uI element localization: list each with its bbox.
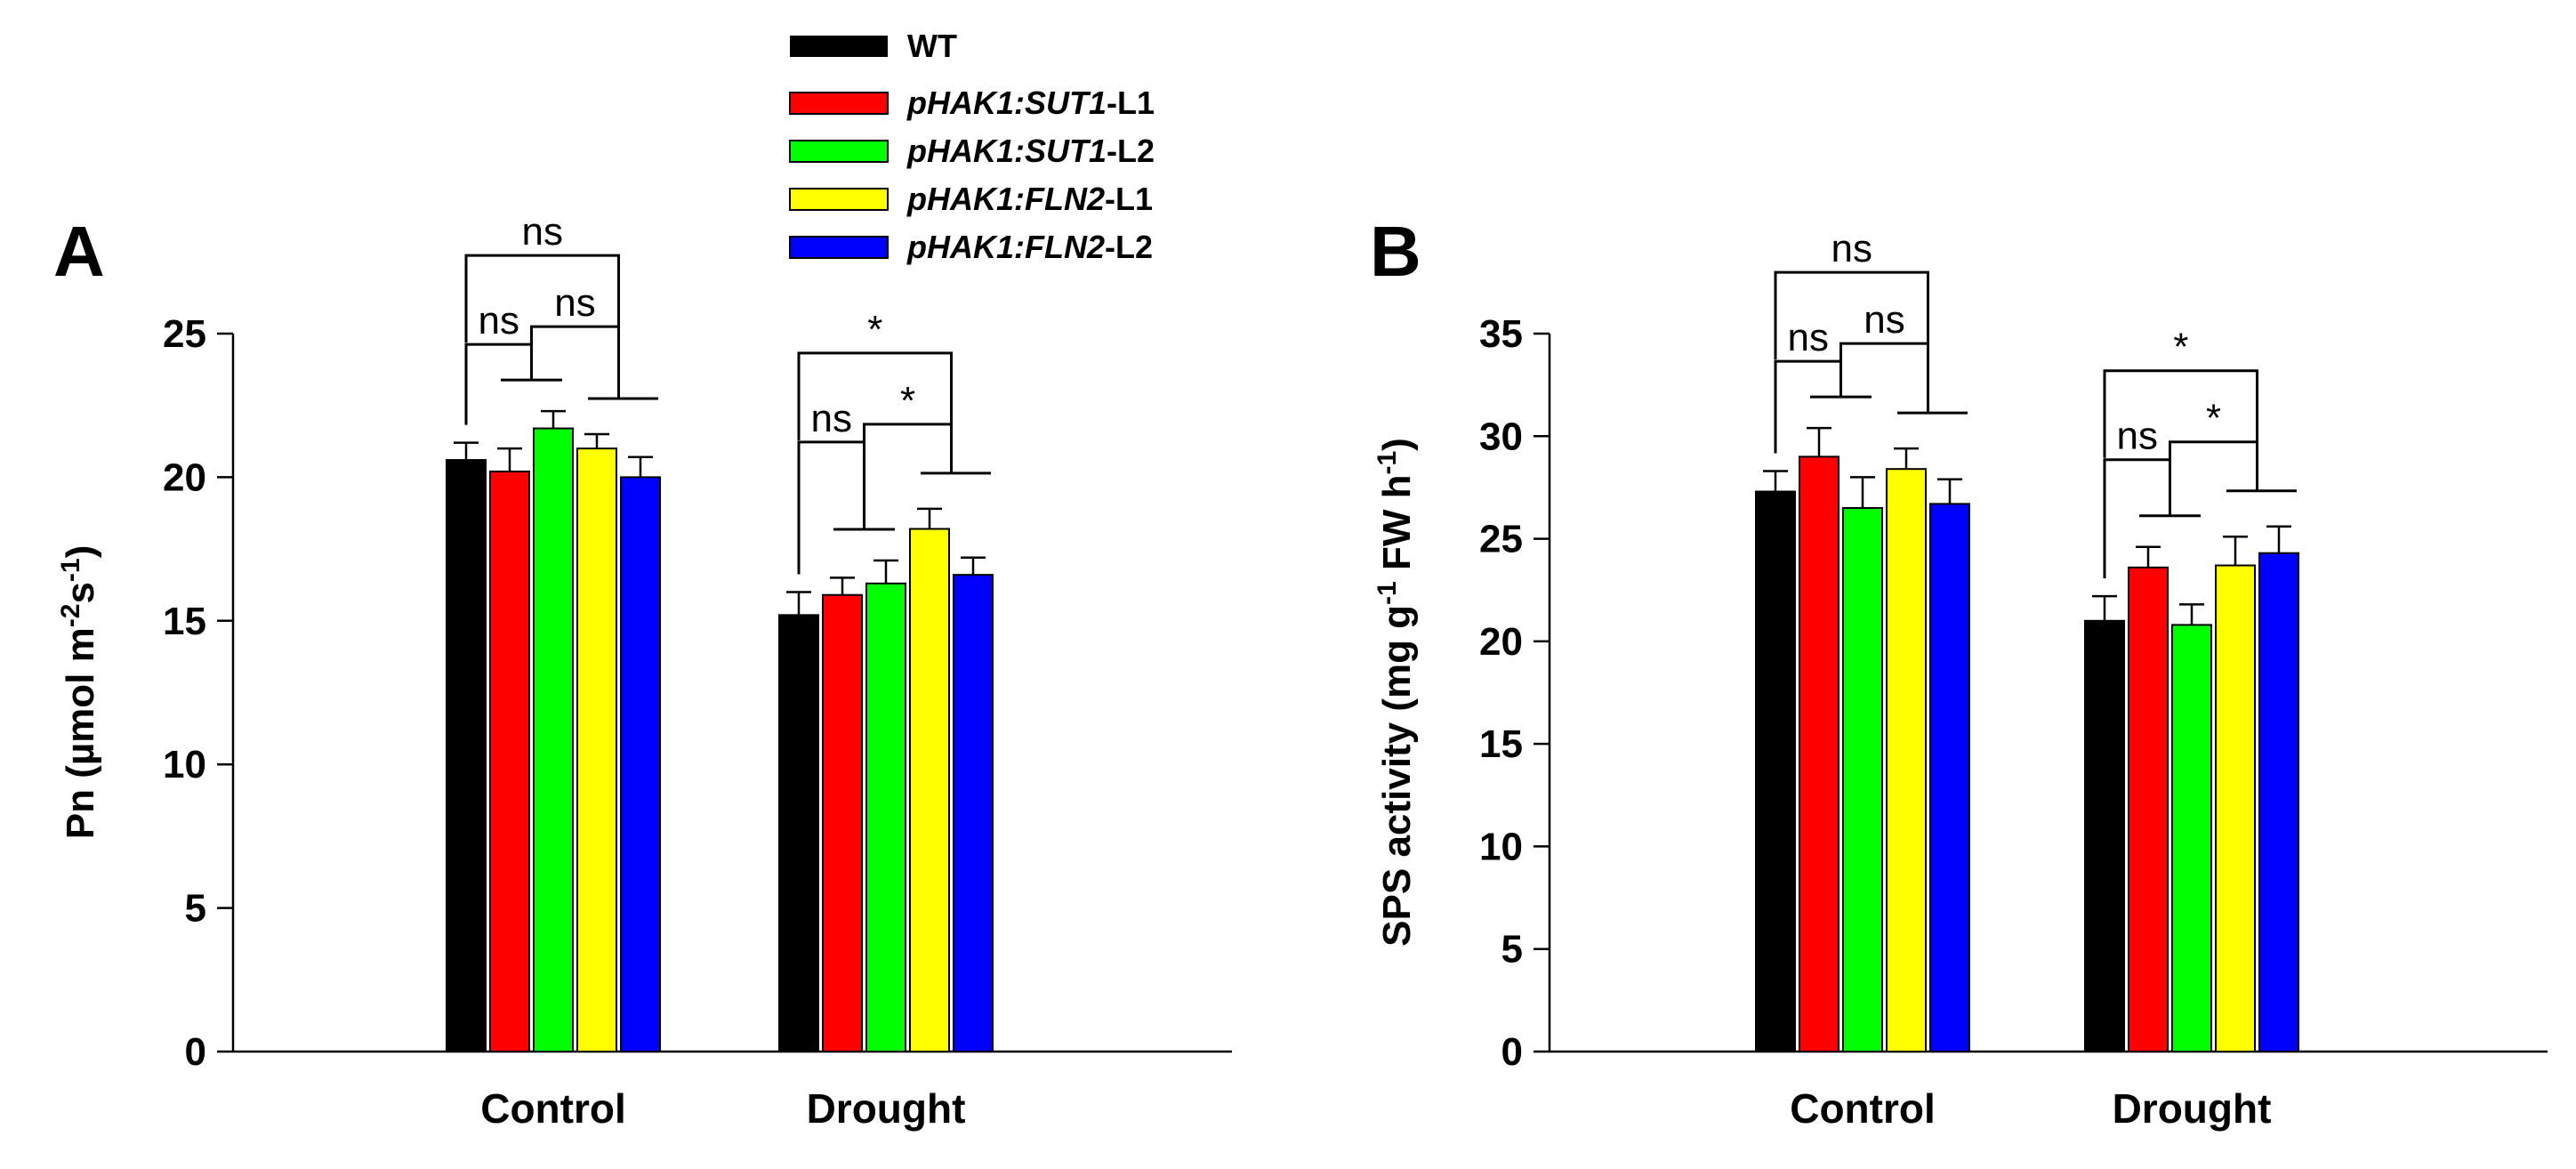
- y-tick-label: 15: [163, 600, 206, 643]
- bar-control-sut1-l2: [1842, 506, 1883, 1052]
- bar-control-wt: [446, 459, 487, 1052]
- y-axis-label: SPS activity (mg g-1 FW h-1): [1373, 438, 1420, 947]
- chart-a: 0 5 10 15 20 25 Pn (µmol m-2s-1) Control Drought…: [56, 210, 1232, 1132]
- legend-item-sut1-l1: pHAK1:SUT1-L1: [789, 85, 1155, 121]
- panel-b-letter: B: [1370, 212, 1421, 291]
- significance-label-right: ns: [554, 281, 595, 325]
- significance-bracket-right: [2169, 440, 2258, 491]
- panel-a-letter: A: [53, 212, 105, 291]
- significance-label-left: ns: [2117, 415, 2158, 458]
- bar-drought-fln2-l2: [2258, 552, 2299, 1052]
- legend-item-fln2-l2: pHAK1:FLN2-L2: [789, 229, 1153, 265]
- legend-label-sut1-l2: pHAK1:SUT1-L2: [906, 133, 1155, 169]
- y-tick-label: 35: [1479, 312, 1523, 356]
- legend-label-wt: WT: [907, 28, 957, 64]
- significance-label-left: ns: [1788, 316, 1829, 359]
- significance-label-top: *: [867, 308, 882, 351]
- bar-drought-wt: [2084, 619, 2125, 1052]
- legend: WT pHAK1:SUT1-L1 pHAK1:SUT1-L2 pHAK1:FLN…: [789, 28, 1155, 265]
- legend-swatch-sut1-l1: [789, 92, 889, 115]
- y-tick-label: 0: [1501, 1030, 1523, 1074]
- bar-drought-fln2-l1: [2215, 564, 2256, 1052]
- significance-label-right: ns: [1864, 298, 1904, 342]
- y-tick-label: 20: [163, 456, 206, 499]
- significance-bracket-left: [464, 343, 533, 425]
- bar-drought-sut1-l1: [822, 593, 863, 1052]
- bar-drought-sut1-l2: [2171, 624, 2212, 1052]
- y-tick-label: 10: [163, 743, 206, 786]
- y-tick-label: 5: [185, 887, 206, 931]
- y-tick-label: 5: [1501, 928, 1523, 971]
- significance-bracket-right: [530, 325, 620, 399]
- significance-label-top: *: [2173, 326, 2188, 369]
- chart-b: 0 5 10 15 20 25 30 35 SPS activity (mg g-1 FW h-…: [1373, 227, 2548, 1132]
- significance-label-top: ns: [522, 210, 563, 254]
- significance-bracket-left: [2103, 458, 2171, 579]
- x-category-label: Drought: [807, 1085, 966, 1132]
- bar-control-sut1-l2: [533, 427, 574, 1052]
- significance-bracket-left: [797, 440, 865, 575]
- bar-control-sut1-l1: [1799, 456, 1839, 1052]
- bar-drought-fln2-l1: [909, 528, 950, 1052]
- significance-label-right: *: [2206, 397, 2221, 440]
- legend-label-fln2-l2: pHAK1:FLN2-L2: [906, 229, 1153, 265]
- x-category-label: Control: [480, 1085, 626, 1132]
- bar-drought-sut1-l2: [865, 582, 906, 1052]
- panel-b: B 0 5 10 15 20 25 30 35 SPS activity (mg g-1 FW …: [1370, 212, 2548, 1132]
- significance-bracket-top: [1774, 270, 1929, 412]
- y-tick-label: 25: [1479, 518, 1523, 561]
- y-tick-label: 20: [1479, 620, 1523, 664]
- y-axis-label: Pn (µmol m-2s-1): [56, 545, 103, 840]
- bar-control-fln2-l1: [1886, 468, 1927, 1052]
- bar-control-fln2-l1: [576, 447, 617, 1052]
- significance-label-top: ns: [1831, 227, 1872, 270]
- bar-control-wt: [1755, 490, 1796, 1052]
- legend-label-sut1-l1: pHAK1:SUT1-L1: [906, 85, 1155, 121]
- panel-a: A 0 5 10 15 20 25 Pn (µmol m-2s-1) Control Droug…: [53, 210, 1232, 1132]
- y-tick-label: 30: [1479, 415, 1523, 458]
- significance-bracket-top: [464, 254, 620, 397]
- bar-drought-sut1-l1: [2128, 566, 2169, 1052]
- legend-swatch-fln2-l1: [789, 188, 889, 211]
- x-category-label: Control: [1790, 1085, 1936, 1132]
- bar-drought-wt: [778, 614, 819, 1052]
- bar-drought-fln2-l2: [953, 574, 994, 1052]
- significance-label-left: ns: [811, 397, 852, 440]
- bar-control-fln2-l2: [620, 476, 661, 1052]
- significance-bracket-left: [1774, 359, 1842, 454]
- legend-label-fln2-l1: pHAK1:FLN2-L1: [906, 181, 1153, 217]
- legend-swatch-fln2-l2: [789, 236, 889, 259]
- x-category-label: Drought: [2113, 1085, 2272, 1132]
- y-tick-label: 25: [163, 312, 206, 356]
- significance-bracket-right: [863, 423, 953, 504]
- significance-label-left: ns: [479, 299, 519, 343]
- significance-label-right: *: [900, 379, 915, 423]
- y-tick-label: 10: [1479, 825, 1523, 868]
- y-tick-label: 0: [185, 1030, 206, 1074]
- legend-item-fln2-l1: pHAK1:FLN2-L1: [789, 181, 1153, 217]
- significance-bracket-right: [1839, 342, 1929, 414]
- bar-control-fln2-l2: [1929, 503, 1970, 1052]
- y-tick-label: 15: [1479, 722, 1523, 766]
- legend-swatch-sut1-l2: [789, 140, 889, 163]
- bar-control-sut1-l1: [489, 470, 530, 1052]
- legend-item-sut1-l2: pHAK1:SUT1-L2: [789, 133, 1155, 169]
- significance-bracket-top: [797, 351, 953, 472]
- legend-swatch-wt: [790, 36, 888, 57]
- legend-item-wt: WT: [790, 28, 957, 64]
- significance-bracket-top: [2103, 369, 2258, 489]
